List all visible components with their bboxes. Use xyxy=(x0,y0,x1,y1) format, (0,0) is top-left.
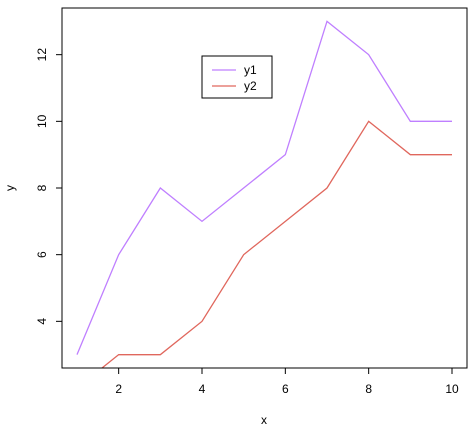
y-axis-title: y xyxy=(3,185,17,191)
y-tick-label: 12 xyxy=(35,48,49,62)
legend-box xyxy=(201,55,273,99)
x-tick-label: 8 xyxy=(365,382,372,396)
series-layer xyxy=(76,20,452,368)
series-line-y1 xyxy=(76,20,452,355)
x-tick-label: 10 xyxy=(445,382,459,396)
y-axis: 4 6 8 10 12 xyxy=(35,48,62,325)
x-axis-title: x xyxy=(261,413,267,427)
legend-label-y1: y1 xyxy=(244,63,257,77)
y-tick-label: 4 xyxy=(35,318,49,325)
y-tick-label: 6 xyxy=(35,251,49,258)
x-tick-label: 2 xyxy=(115,382,122,396)
y-tick-label: 10 xyxy=(35,114,49,128)
y-tick-label: 8 xyxy=(35,184,49,191)
x-axis: 2 4 6 8 10 xyxy=(115,368,459,396)
x-tick-label: 4 xyxy=(199,382,206,396)
x-tick-label: 6 xyxy=(282,382,289,396)
series-line-y2 xyxy=(100,120,452,368)
legend-label-y2: y2 xyxy=(244,79,257,93)
